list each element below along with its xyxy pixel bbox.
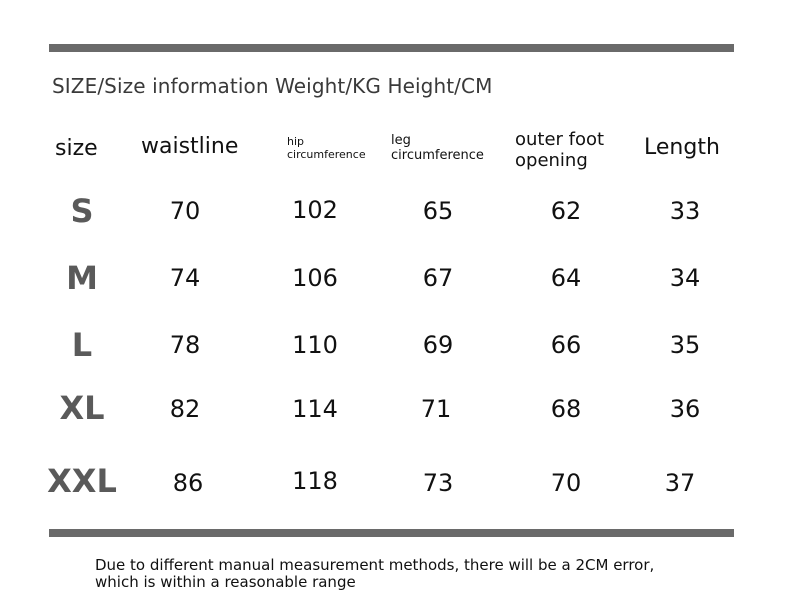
header-leg-line2: circumference [391, 147, 484, 163]
hip-cell: 102 [292, 196, 338, 224]
note-line-2: which is within a reasonable range [95, 573, 356, 592]
length-cell: 34 [669, 264, 701, 292]
size-label: XXL [47, 462, 117, 500]
leg-cell: 71 [420, 395, 452, 423]
size-label: XL [59, 389, 105, 427]
outer-foot-cell: 64 [550, 264, 582, 292]
leg-cell: 73 [422, 469, 454, 497]
hip-cell: 118 [292, 467, 338, 495]
bottom-divider [49, 529, 734, 537]
header-outer-line2: opening [515, 149, 588, 171]
waistline-cell: 74 [169, 264, 201, 292]
header-leg-circumference: leg circumference [391, 133, 484, 164]
outer-foot-cell: 68 [550, 395, 582, 423]
header-size: size [55, 136, 98, 161]
measurement-note: Due to different manual measurement meth… [95, 556, 735, 592]
length-cell: 36 [669, 395, 701, 423]
hip-cell: 110 [292, 331, 338, 359]
waistline-cell: 86 [172, 469, 204, 497]
size-label: L [71, 326, 93, 364]
header-outer-foot-opening: outer foot opening [515, 129, 605, 171]
chart-title: SIZE/Size information Weight/KG Height/C… [52, 74, 493, 98]
hip-cell: 106 [292, 264, 338, 292]
length-cell: 37 [664, 469, 696, 497]
length-cell: 35 [669, 331, 701, 359]
waistline-cell: 82 [169, 395, 201, 423]
note-line-1: Due to different manual measurement meth… [95, 556, 655, 574]
header-hip-line1: hip [287, 135, 305, 148]
header-hip-circumference: hip circumference [287, 135, 366, 161]
length-cell: 33 [669, 197, 701, 225]
header-length: Length [644, 135, 720, 160]
size-label: M [66, 259, 98, 297]
header-hip-line2: circumference [287, 147, 366, 161]
header-leg-line1: leg [391, 133, 411, 148]
outer-foot-cell: 70 [550, 469, 582, 497]
waistline-cell: 78 [169, 331, 201, 359]
leg-cell: 69 [422, 331, 454, 359]
outer-foot-cell: 66 [550, 331, 582, 359]
size-label: S [70, 192, 94, 230]
leg-cell: 65 [422, 197, 454, 225]
outer-foot-cell: 62 [550, 197, 582, 225]
waistline-cell: 70 [169, 197, 201, 225]
leg-cell: 67 [422, 264, 454, 292]
hip-cell: 114 [292, 395, 338, 423]
top-divider [49, 44, 734, 52]
header-waistline: waistline [141, 134, 239, 159]
header-outer-line1: outer foot [515, 129, 605, 150]
